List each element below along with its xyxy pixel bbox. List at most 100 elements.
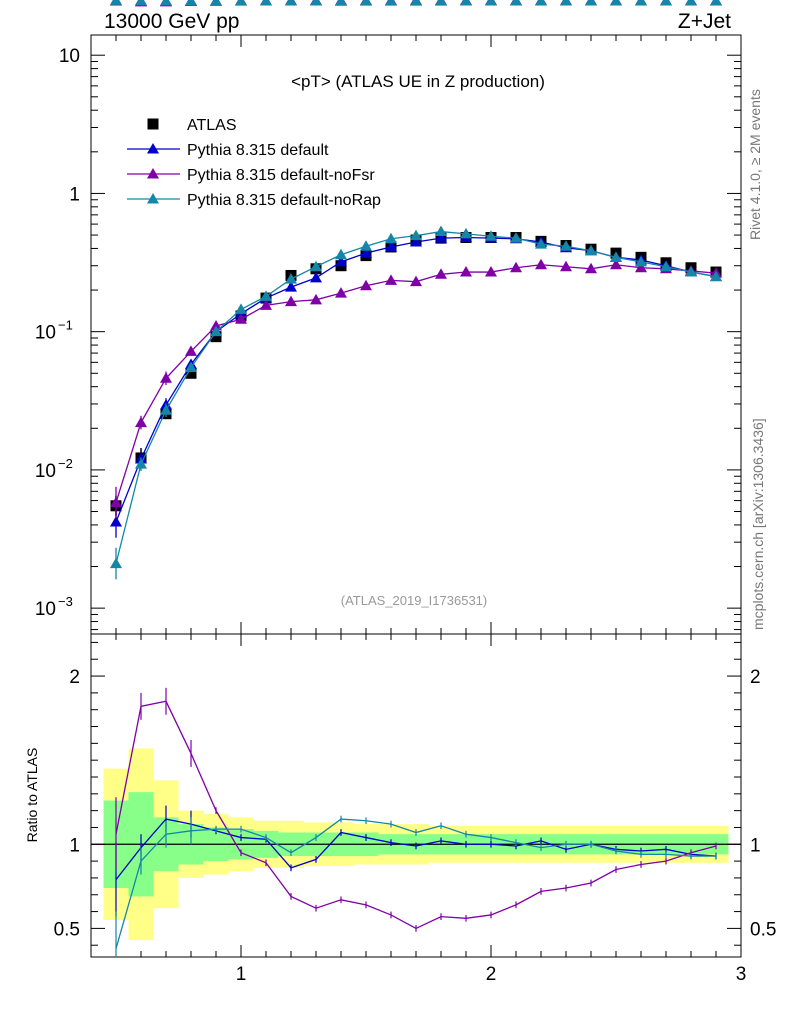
legend-label: Pythia 8.315 default-noRap bbox=[187, 192, 381, 209]
mc-data-point bbox=[285, 281, 297, 292]
main-plot-title: <pT> (ATLAS UE in Z production) bbox=[291, 72, 545, 91]
mc-data-point bbox=[185, 361, 197, 373]
ratio-data-point bbox=[535, 0, 547, 6]
ratio-data-point bbox=[435, 0, 447, 6]
analysis-id-label: (ATLAS_2019_I1736531) bbox=[341, 593, 487, 608]
mc-data-point bbox=[385, 274, 397, 285]
mc-data-point bbox=[210, 319, 222, 331]
mc-data-point bbox=[635, 261, 647, 273]
mc-data-point bbox=[560, 260, 572, 272]
ratio-y-tick-label: 2 bbox=[69, 667, 80, 688]
mc-data-point bbox=[285, 273, 297, 284]
main-series-line bbox=[115, 264, 717, 503]
main-series-3 bbox=[110, 225, 722, 580]
mc-data-point bbox=[635, 255, 647, 267]
y-tick-label: 10 bbox=[35, 599, 56, 620]
ratio-data-point bbox=[335, 0, 347, 6]
mc-data-point bbox=[335, 287, 347, 298]
ratio-plot-area: 0.5 0.5 1 1 2 2 bbox=[54, 633, 776, 958]
mc-data-point bbox=[210, 325, 222, 337]
ratio-data-point bbox=[560, 0, 572, 6]
mc-data-point bbox=[710, 270, 722, 282]
ratio-data-point bbox=[285, 0, 297, 6]
mc-data-point bbox=[335, 255, 347, 267]
ratio-data-point bbox=[260, 0, 272, 6]
y-tick-label: 10 bbox=[35, 461, 56, 482]
x-tick-label: 1 bbox=[236, 964, 247, 985]
legend-label: Pythia 8.315 default bbox=[187, 142, 329, 159]
x-tick-label: 3 bbox=[736, 964, 747, 985]
y-tick-label: 10 bbox=[59, 46, 80, 67]
legend-marker-square bbox=[147, 118, 159, 130]
ratio-data-point bbox=[110, 0, 122, 5]
ratio-data-point bbox=[510, 0, 522, 6]
ratio-data-point bbox=[185, 0, 197, 6]
mc-data-point bbox=[435, 225, 447, 237]
energy-label: 13000 GeV pp bbox=[104, 10, 239, 33]
mc-data-point bbox=[485, 230, 497, 241]
mc-data-point bbox=[510, 232, 522, 243]
ratio-data-point bbox=[360, 0, 372, 6]
ratio-data-point bbox=[160, 0, 172, 6]
ratio-series-2 bbox=[110, 0, 722, 957]
mc-data-point bbox=[585, 244, 597, 256]
y-tick-exponent: −2 bbox=[58, 456, 73, 471]
mc-data-point bbox=[235, 313, 247, 324]
legend-marker-triangle bbox=[147, 168, 159, 179]
mc-data-point bbox=[360, 279, 372, 291]
legend-marker-triangle bbox=[147, 143, 159, 154]
mc-data-point bbox=[435, 268, 447, 279]
mc-data-point bbox=[360, 247, 372, 258]
legend-marker-triangle bbox=[147, 193, 159, 204]
ratio-data-point bbox=[610, 0, 622, 6]
mc-data-point bbox=[310, 271, 322, 283]
mc-data-point bbox=[560, 240, 572, 251]
ratio-data-point bbox=[635, 0, 647, 6]
ratio-data-point bbox=[135, 0, 147, 6]
atlas-data-point bbox=[210, 331, 222, 343]
y-tick-label: 10 bbox=[35, 323, 56, 344]
mc-data-point bbox=[360, 240, 372, 251]
mc-data-point bbox=[660, 260, 672, 272]
mc-data-point bbox=[160, 404, 172, 415]
mc-data-point bbox=[535, 238, 547, 249]
mc-data-point bbox=[610, 258, 622, 270]
mc-data-point bbox=[235, 303, 247, 314]
ratio-data-point bbox=[585, 0, 597, 6]
atlas-data-point bbox=[185, 367, 197, 379]
mc-data-point bbox=[610, 251, 622, 262]
main-series-0 bbox=[110, 231, 722, 516]
ratio-data-point bbox=[710, 0, 722, 6]
mc-data-point bbox=[135, 416, 147, 428]
rivet-version-label: Rivet 4.1.0, ≥ 2M events bbox=[747, 89, 763, 240]
ratio-data-point bbox=[410, 0, 422, 6]
mc-data-point bbox=[310, 260, 322, 272]
mc-data-point bbox=[285, 295, 297, 307]
y-tick-exponent: −3 bbox=[58, 594, 73, 609]
mc-data-point bbox=[110, 557, 122, 569]
y-tick-label: 1 bbox=[69, 184, 80, 205]
mc-data-point bbox=[685, 266, 697, 277]
legend-item: Pythia 8.315 default bbox=[127, 142, 329, 159]
ratio-data-point bbox=[485, 0, 497, 6]
ratio-data-point bbox=[210, 0, 222, 6]
mc-data-point bbox=[410, 236, 422, 247]
mcplots-label: mcplots.cern.ch [arXiv:1306.3436] bbox=[750, 418, 766, 630]
legend-label: Pythia 8.315 default-noFsr bbox=[187, 167, 375, 184]
ratio-y-axis-label: Ratio to ATLAS bbox=[24, 748, 40, 843]
ratio-y-tick-label: 1 bbox=[69, 835, 80, 856]
mc-data-point bbox=[110, 515, 122, 527]
ratio-data-point bbox=[310, 0, 322, 6]
mc-data-point bbox=[460, 227, 472, 239]
ratio-frame bbox=[90, 633, 742, 958]
mc-data-point bbox=[385, 240, 397, 252]
ratio-data-point bbox=[685, 0, 697, 6]
ratio-y-tick-label: 0.5 bbox=[54, 919, 80, 940]
mc-data-point bbox=[385, 232, 397, 244]
mc-data-point bbox=[410, 229, 422, 241]
ratio-y-tick-label-right: 0.5 bbox=[750, 919, 776, 940]
mc-data-point bbox=[410, 275, 422, 287]
main-series-2 bbox=[110, 258, 722, 519]
mc-data-point bbox=[335, 248, 347, 260]
